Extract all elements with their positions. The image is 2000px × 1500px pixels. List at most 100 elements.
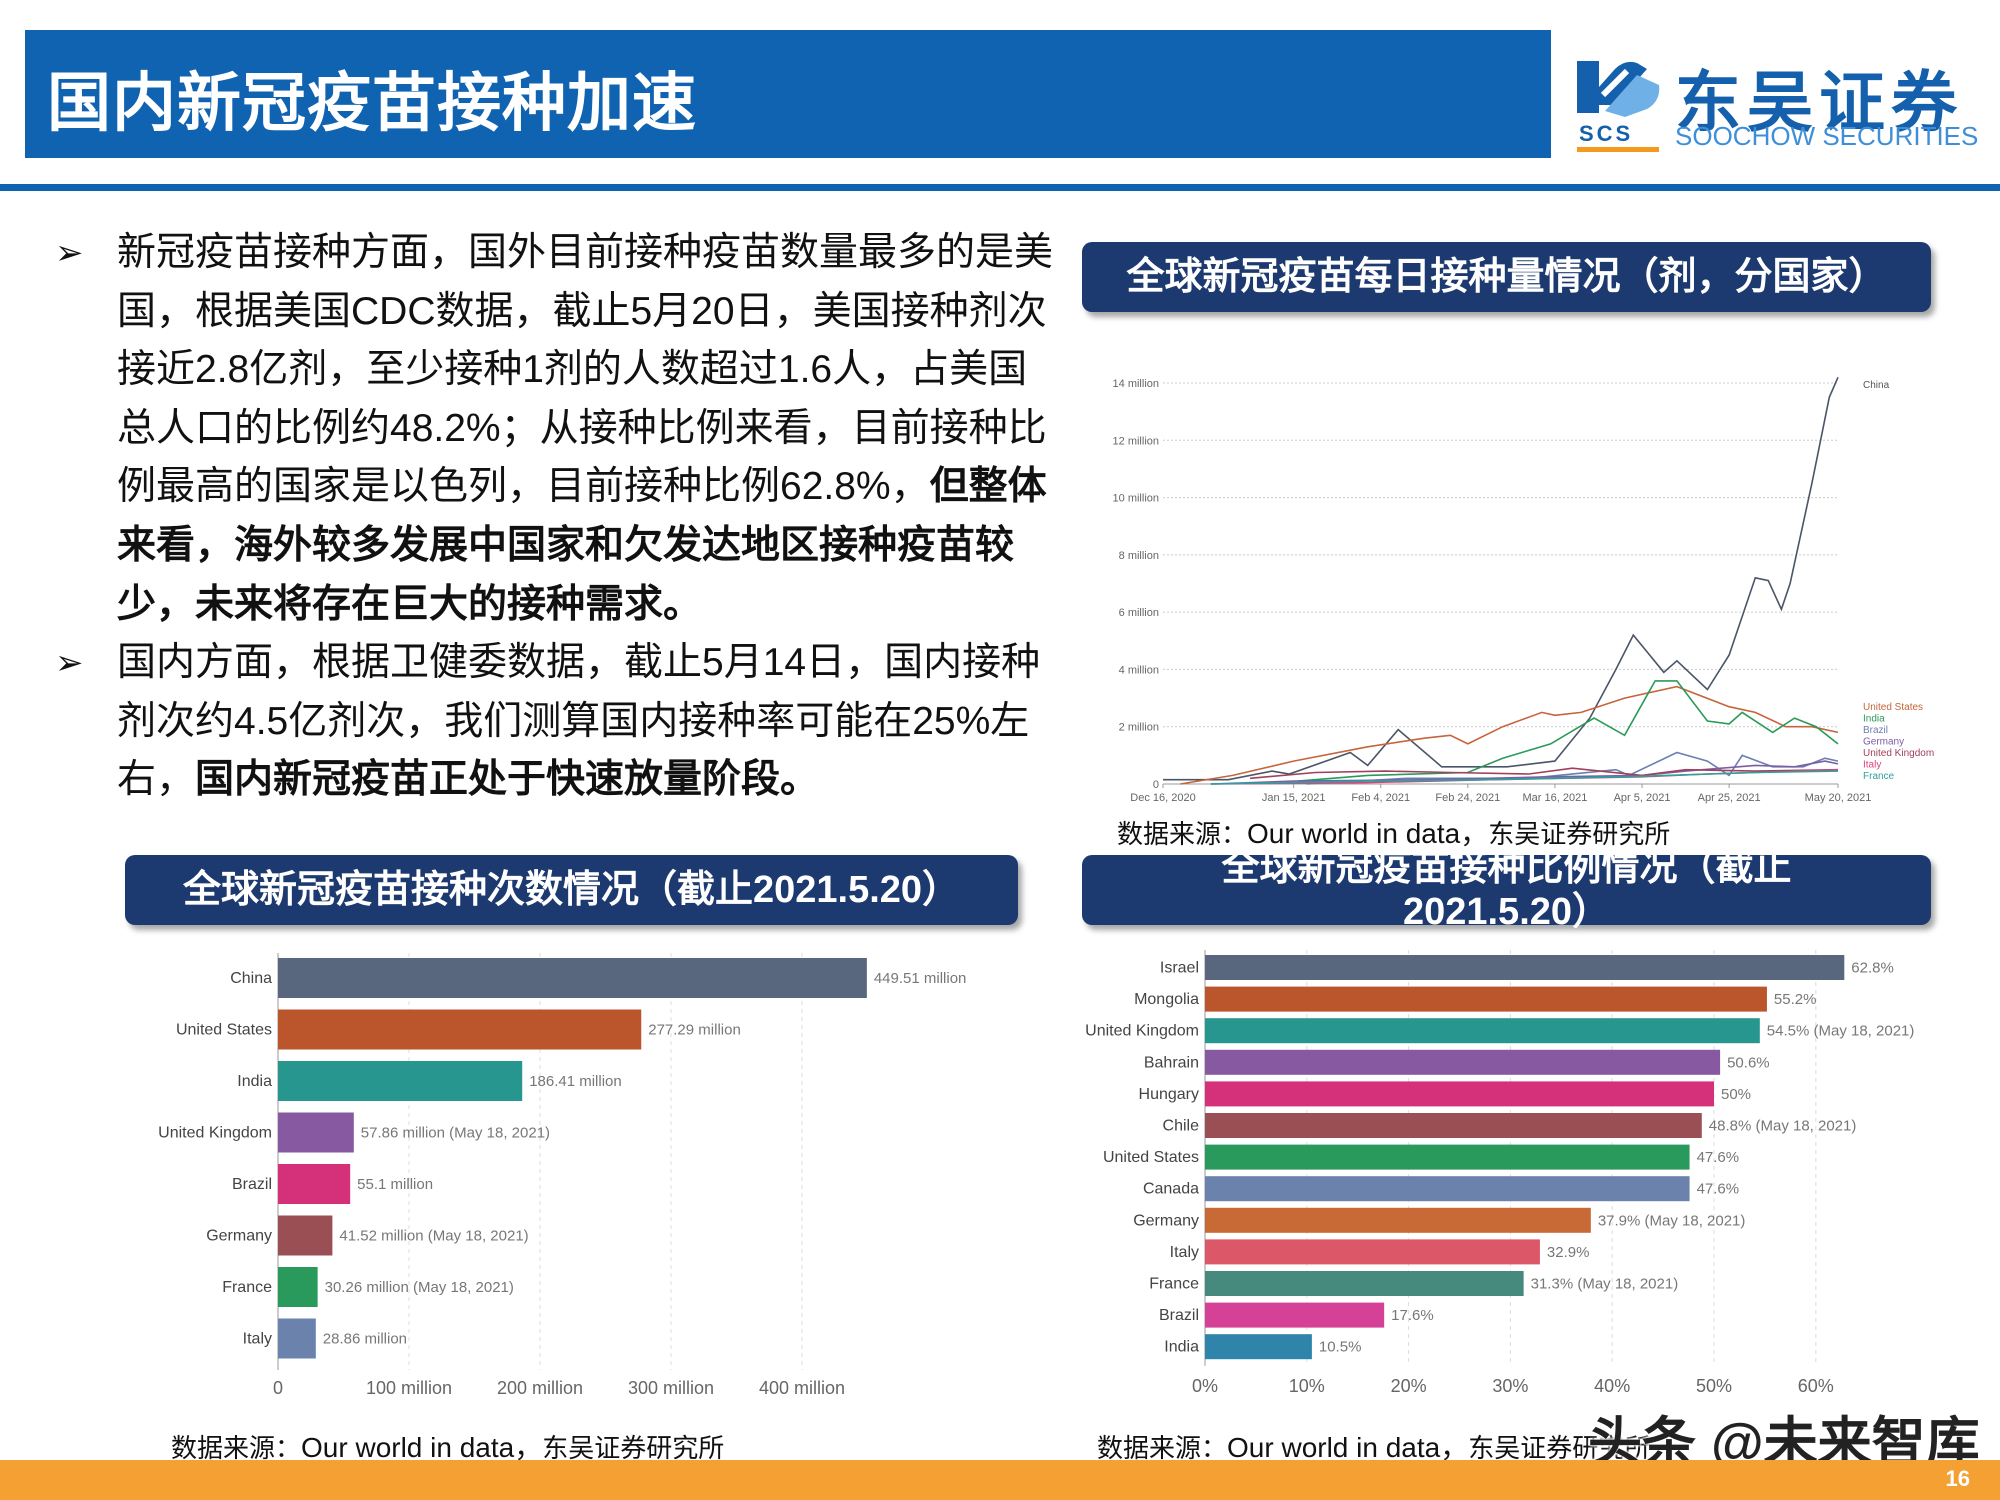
source-name: Our world in data， (301, 1432, 543, 1463)
svg-text:SCS: SCS (1579, 121, 1633, 146)
data-label: 277.29 million (648, 1022, 741, 1039)
page-title: 国内新冠疫苗接种加速 (47, 67, 697, 139)
series-line-india (1297, 680, 1839, 782)
data-label: 47.6% (1697, 1181, 1740, 1198)
data-label: 449.51 million (874, 970, 967, 987)
series-label-india: India (1863, 714, 1885, 725)
scs-logo-mark-icon: SCS (1577, 61, 1660, 152)
share-chart-title: 全球新冠疫苗接种比例情况（截止2021.5.20） (1082, 847, 1931, 933)
bar-israel (1205, 955, 1845, 980)
series-line-china (1163, 376, 1839, 781)
daily-chart-source: 数据来源：Our world in data，东吴证券研究所 (1117, 812, 1670, 852)
category-label: Mongolia (1134, 991, 1199, 1008)
category-label: India (1164, 1339, 1199, 1356)
daily-chart-title: 全球新冠疫苗每日接种量情况（剂，分国家） (1082, 242, 1931, 312)
y-tick-label: 0 (1153, 779, 1159, 791)
series-label-germany: Germany (1863, 737, 1904, 748)
x-tick-label: 200 million (497, 1378, 583, 1398)
bar-india (1205, 1334, 1312, 1360)
series-line-united-states (1180, 685, 1839, 785)
footer-bar: 16 (0, 1460, 2000, 1500)
bar-chile (1205, 1113, 1702, 1138)
category-label: Germany (1133, 1212, 1199, 1229)
data-label: 54.5% (May 18, 2021) (1767, 1023, 1915, 1040)
source-institute: 东吴证券研究所 (542, 1434, 725, 1464)
data-label: 17.6% (1391, 1307, 1434, 1324)
data-label: 50.6% (1727, 1054, 1770, 1071)
bar-germany (1205, 1207, 1591, 1233)
data-label: 47.6% (1697, 1149, 1740, 1166)
category-label: United States (176, 1022, 272, 1039)
category-label: United States (1103, 1149, 1199, 1166)
bar-china (278, 958, 867, 998)
category-label: India (237, 1073, 272, 1090)
category-label: Israel (1160, 960, 1199, 977)
source-institute: 东吴证券研究所 (1468, 1434, 1651, 1464)
category-label: Brazil (232, 1176, 272, 1193)
y-tick-label: 10 million (1113, 493, 1159, 505)
bar-mongolia (1205, 986, 1767, 1012)
x-tick-label: 60% (1798, 1376, 1834, 1396)
x-tick-label: 10% (1289, 1376, 1325, 1396)
source-institute: 东吴证券研究所 (1488, 820, 1671, 850)
category-label: Italy (1170, 1244, 1199, 1261)
bar-brazil (1205, 1302, 1385, 1328)
series-label-brazil: Brazil (1863, 725, 1888, 736)
x-tick-label: 100 million (366, 1378, 452, 1398)
bar-germany (278, 1215, 333, 1256)
header-divider (0, 184, 2000, 191)
x-tick-label: Feb 24, 2021 (1435, 792, 1500, 804)
bullet-paragraph: ➢ 国内方面，根据卫健委数据，截止5月14日，国内接种剂次约4.5亿剂次，我们测… (55, 634, 1065, 810)
x-tick-label: 0% (1192, 1376, 1218, 1396)
series-line-united-kingdom (1250, 767, 1839, 780)
data-label: 57.86 million (May 18, 2021) (361, 1125, 550, 1142)
category-label: United Kingdom (158, 1125, 272, 1142)
company-logo: SCS 东吴证券 SOOCHOW SECURITIES (1575, 55, 1978, 155)
data-label: 30.26 million (May 18, 2021) (325, 1279, 514, 1296)
logo-name-cn: 东吴证券 (1675, 65, 1963, 139)
data-label: 32.9% (1547, 1244, 1590, 1261)
bar-united-states (1205, 1144, 1690, 1170)
doses-chart-title: 全球新冠疫苗接种次数情况（截止2021.5.20） (125, 855, 1018, 925)
data-label: 55.1 million (357, 1176, 433, 1193)
category-label: Italy (243, 1331, 272, 1348)
x-tick-label: May 20, 2021 (1805, 792, 1872, 804)
doses-bar-chart: 0 100 million 200 million 300 million 400 mi… (158, 953, 967, 1398)
y-tick-label: 8 million (1119, 550, 1159, 562)
page-number: 16 (1945, 1466, 1970, 1491)
series-label-italy: Italy (1863, 760, 1881, 771)
y-tick-label: 6 million (1119, 607, 1159, 619)
x-tick-label: Feb 4, 2021 (1351, 792, 1410, 804)
data-label: 41.52 million (May 18, 2021) (339, 1228, 528, 1245)
source-name: Our world in data， (1247, 818, 1489, 849)
x-tick-label: Apr 5, 2021 (1614, 792, 1671, 804)
data-label: 37.9% (May 18, 2021) (1598, 1212, 1746, 1229)
data-label: 50% (1721, 1086, 1751, 1103)
x-tick-label: 50% (1696, 1376, 1732, 1396)
bar-hungary (1205, 1081, 1714, 1107)
bar-canada (1205, 1176, 1690, 1202)
bar-united-kingdom (278, 1112, 354, 1153)
series-line-france (1210, 770, 1839, 785)
source-name: Our world in data， (1227, 1432, 1469, 1463)
data-label: 62.8% (1851, 960, 1894, 977)
series-label-united-kingdom: United Kingdom (1863, 748, 1934, 759)
x-tick-label: 0 (273, 1378, 283, 1398)
x-tick-label: Apr 25, 2021 (1698, 792, 1761, 804)
y-tick-label: 2 million (1119, 722, 1159, 734)
share-bar-chart: 0% 10% 20% 30% 40% 50% 60% Israel 62.8% Mongolia 5… (1085, 950, 1915, 1396)
category-label: United Kingdom (1085, 1023, 1199, 1040)
bullet-list: ➢ 新冠疫苗接种方面，国外目前接种疫苗数量最多的是美国，根据美国CDC数据，截止… (55, 224, 1065, 810)
x-tick-label: 400 million (759, 1378, 845, 1398)
arrow-bullet-icon: ➢ (55, 644, 84, 683)
paragraph-bold-text: 国内新冠疫苗正处于快速放量阶段。 (195, 758, 820, 802)
y-tick-label: 12 million (1113, 435, 1159, 447)
bar-italy (278, 1318, 316, 1359)
x-tick-label: Jan 15, 2021 (1262, 792, 1326, 804)
series-label-united-states: United States (1863, 702, 1923, 713)
data-label: 28.86 million (323, 1331, 407, 1348)
x-tick-label: 30% (1492, 1376, 1528, 1396)
bar-united-kingdom (1205, 1018, 1760, 1044)
category-label: Brazil (1159, 1307, 1199, 1324)
y-tick-label: 14 million (1113, 378, 1159, 390)
